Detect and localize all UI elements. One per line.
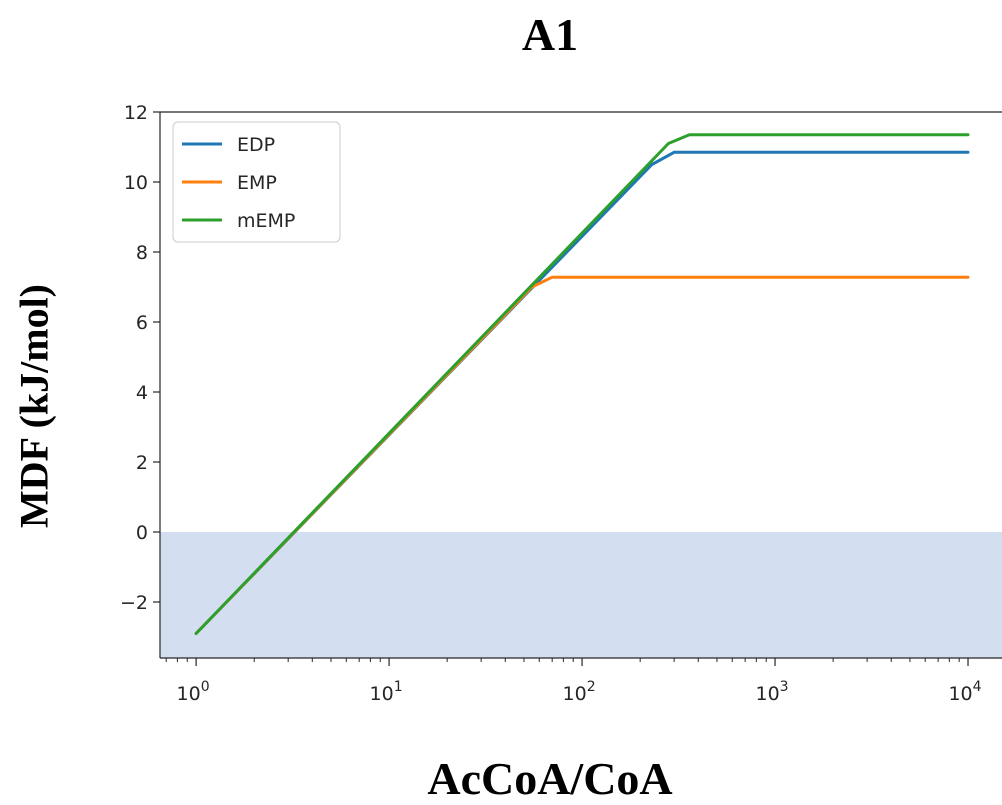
y-tick-label: −2 [120, 592, 148, 614]
y-tick-label: 2 [136, 452, 148, 474]
legend-label-emp: EMP [237, 172, 277, 194]
y-tick-label: 10 [124, 172, 148, 194]
legend-label-edp: EDP [237, 134, 275, 156]
y-tick-label: 12 [124, 102, 148, 124]
negative-region-shade [160, 532, 1002, 658]
x-tick-label: 100 [177, 679, 210, 705]
y-tick-label: 4 [136, 382, 148, 404]
x-tick-label: 103 [755, 679, 788, 705]
x-axis-label: AcCoA/CoA [427, 753, 673, 804]
x-tick-label: 104 [948, 679, 981, 705]
x-tick-label: 102 [563, 679, 596, 705]
y-tick-label: 0 [136, 522, 148, 544]
axes-layer: −2 0 2 4 6 8 10 12 100 101 102 103 104 [120, 102, 1002, 705]
shaded-region-layer [160, 532, 1002, 658]
legend: EDP EMP mEMP [172, 121, 341, 243]
legend-label-memp: mEMP [237, 210, 295, 232]
x-tick-label: 101 [370, 679, 403, 705]
series-line-memp [194, 133, 970, 635]
y-tick-label: 6 [136, 312, 148, 334]
series-layer [194, 133, 970, 635]
legend-frame [172, 121, 341, 243]
chart-title: A1 [521, 9, 579, 60]
y-tick-label: 8 [136, 242, 148, 264]
